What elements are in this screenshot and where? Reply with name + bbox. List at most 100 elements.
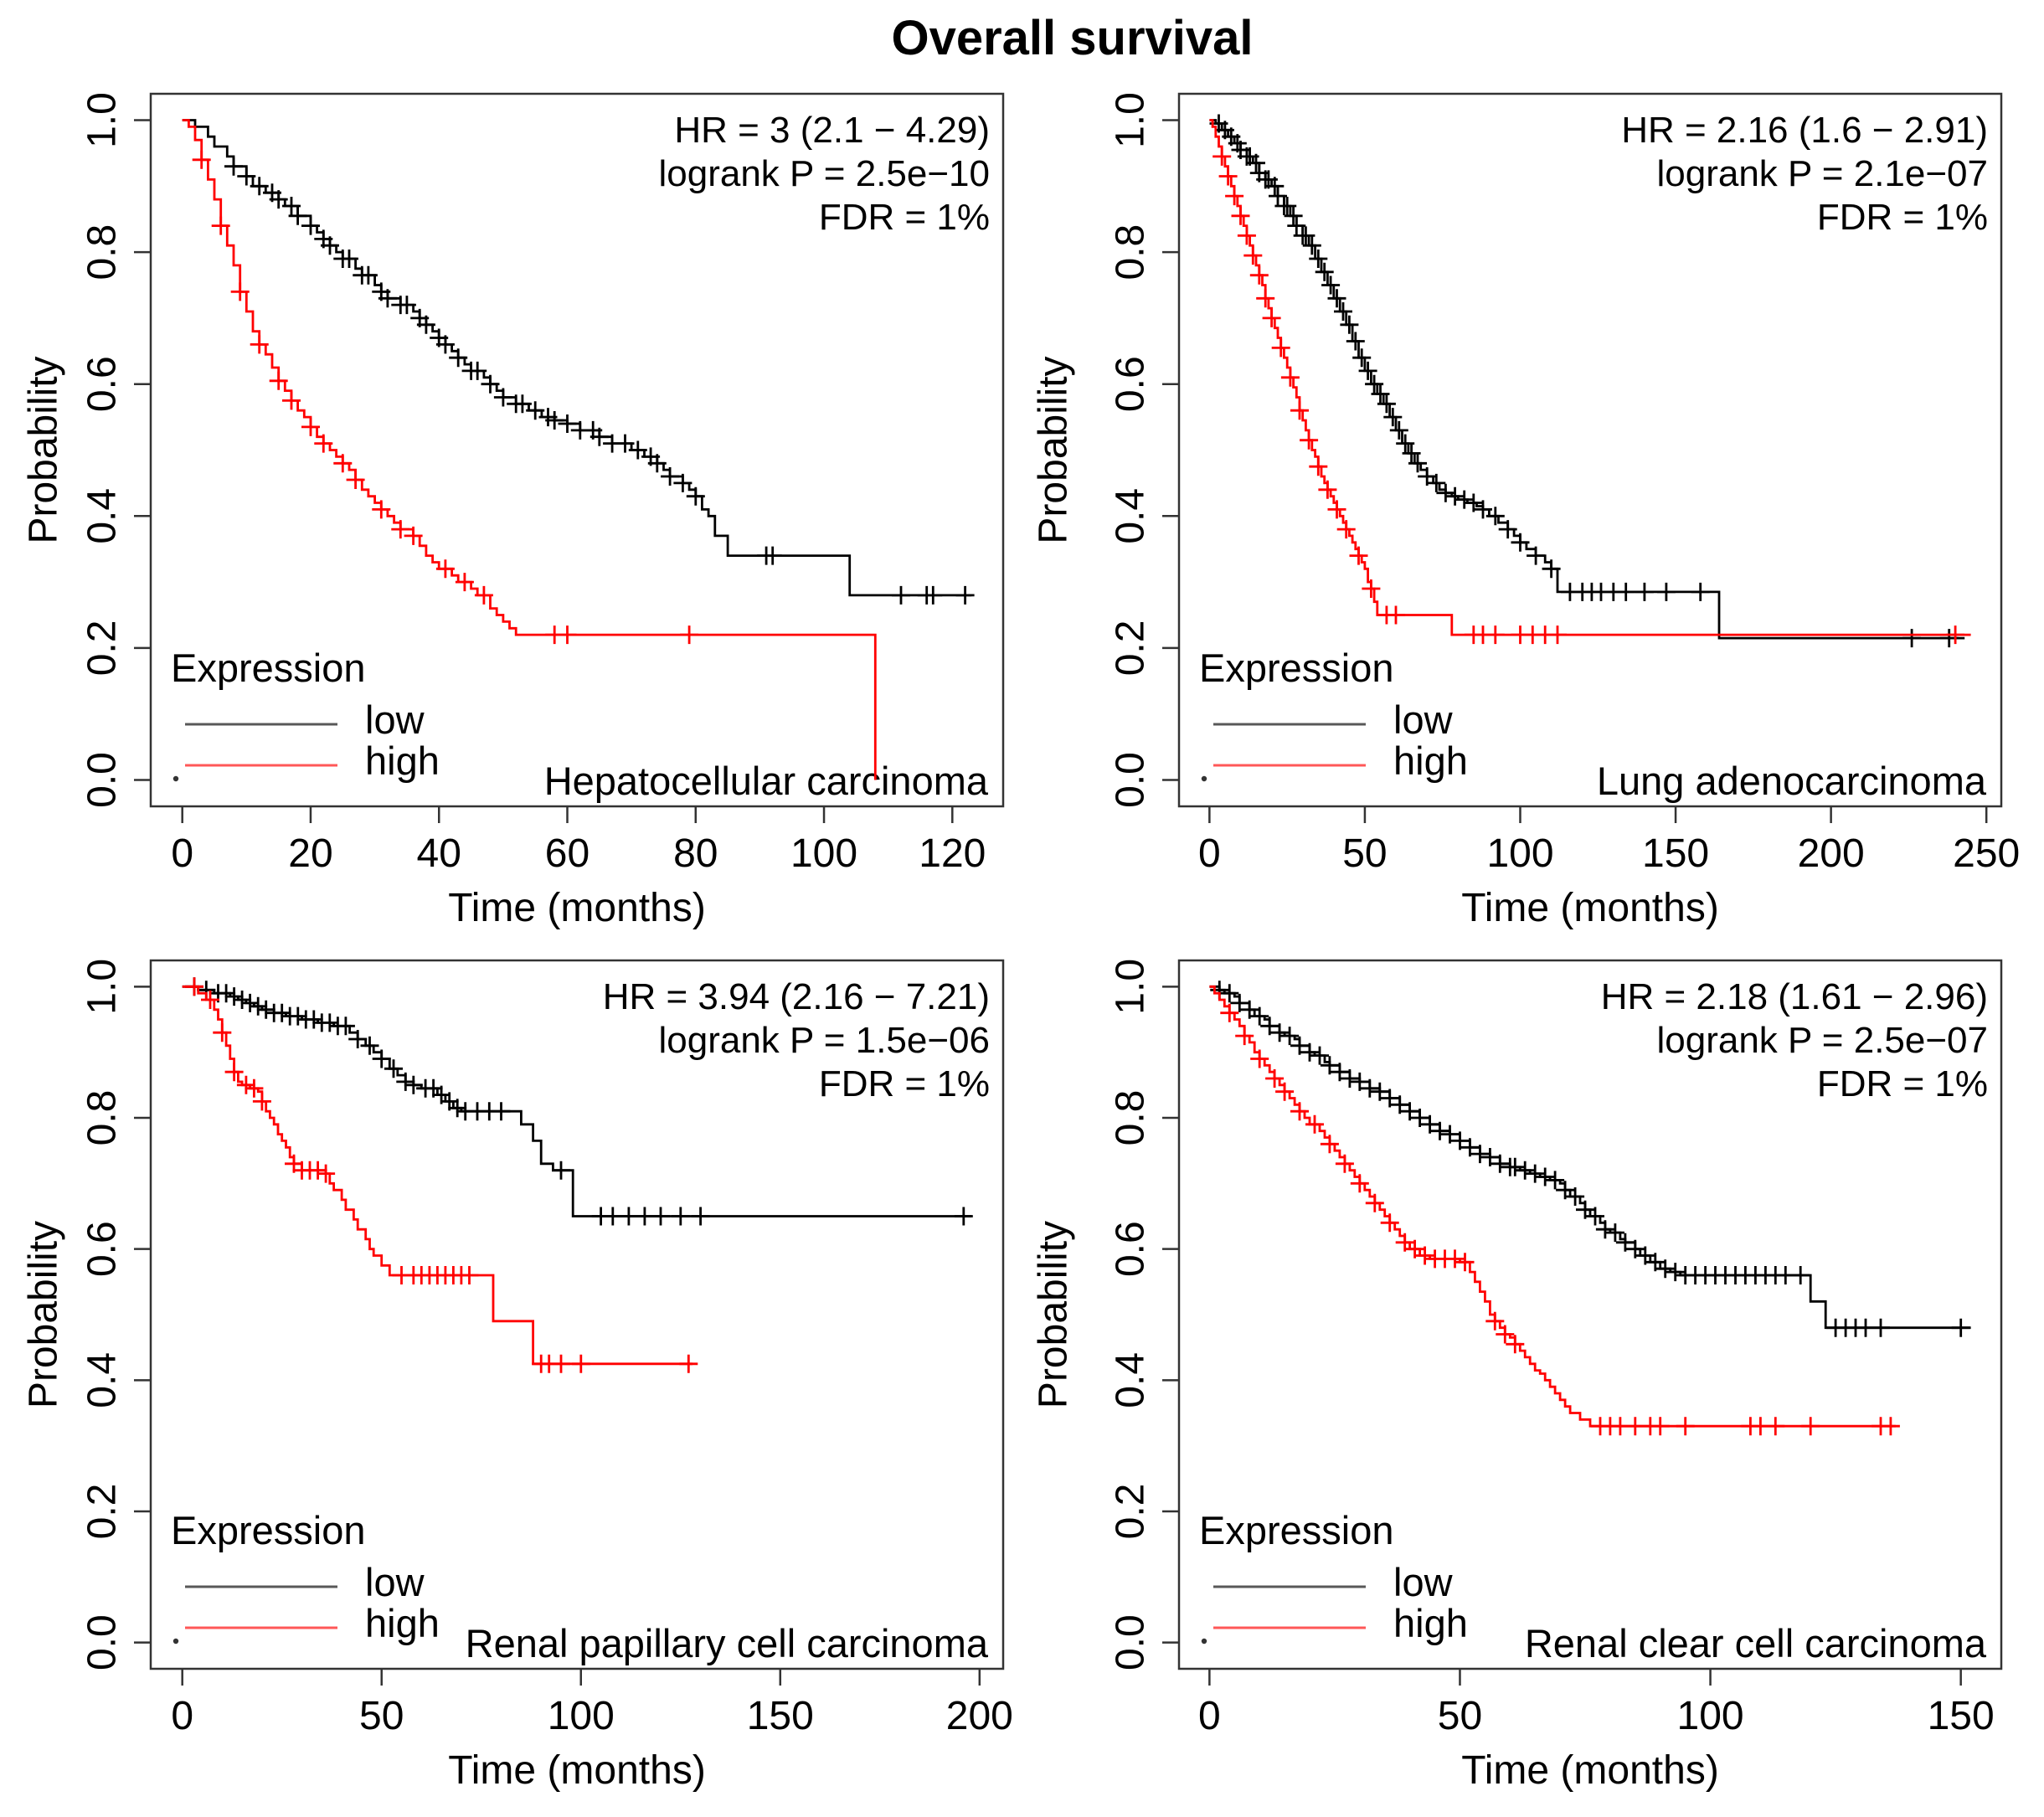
legend-dot <box>172 1638 179 1645</box>
legend-dot <box>1201 775 1207 782</box>
y-tick-label: 0.2 <box>1109 620 1153 677</box>
x-tick-label: 100 <box>790 831 857 876</box>
y-axis-title: Probability <box>1032 1221 1076 1408</box>
y-tick-label: 0.0 <box>1109 752 1153 808</box>
x-tick-label: 50 <box>359 1694 404 1738</box>
x-axis-title: Time (months) <box>448 886 706 930</box>
legend-label-high: high <box>1393 1601 1468 1645</box>
legend-label-high: high <box>365 1601 440 1645</box>
y-tick-label: 0.4 <box>1109 1352 1153 1408</box>
y-tick-label: 0.4 <box>80 488 125 544</box>
x-tick-label: 0 <box>171 1694 193 1738</box>
x-tick-label: 100 <box>1486 831 1553 876</box>
y-axis-title: Probability <box>22 356 66 543</box>
legend-title: Expression <box>1199 646 1394 690</box>
x-tick-label: 250 <box>1953 831 2020 876</box>
plot-frame <box>1177 959 2003 1670</box>
stat-hr: HR = 3 (2.1 − 4.29) <box>674 110 990 151</box>
x-tick-label: 0 <box>1198 1694 1221 1738</box>
cancer-type-label: Lung adenocarcinoma <box>1597 759 1987 803</box>
censor-marks-high <box>192 150 699 645</box>
x-tick-label: 150 <box>1642 831 1709 876</box>
figure-title: Overall survival <box>891 11 1254 65</box>
legend-title: Expression <box>171 1508 366 1552</box>
legend-dot <box>172 775 179 782</box>
legend-label-low: low <box>1393 697 1454 742</box>
censor-marks-high <box>1220 1003 1900 1436</box>
censor-marks-low <box>1210 981 1970 1337</box>
y-axis-title: Probability <box>1032 356 1076 543</box>
km-panel-renal-papillary-cell-carcinoma: 0 50 100 150 200 0.0 0.2 0.4 0.6 0.8 1.0 Time (mont… <box>22 959 1013 1793</box>
stat-fdr: FDR = 1% <box>819 197 990 238</box>
legend-dot <box>1201 1638 1207 1645</box>
y-tick-label: 0.0 <box>80 752 125 808</box>
x-tick-label: 200 <box>946 1694 1013 1738</box>
curve-high <box>1209 119 1971 636</box>
x-axis-title: Time (months) <box>448 1748 706 1793</box>
x-tick-label: 120 <box>919 831 986 876</box>
km-panel-hepatocellular-carcinoma: 0 20 40 60 80 100 120 0.0 0.2 0.4 0.6 0.8 1.0 Time (m… <box>22 92 1005 930</box>
y-tick-label: 1.0 <box>1109 959 1153 1015</box>
y-tick-label: 0.8 <box>80 1090 125 1146</box>
x-tick-label: 200 <box>1798 831 1865 876</box>
x-tick-label: 80 <box>673 831 718 876</box>
y-tick-label: 0.8 <box>1109 1090 1153 1146</box>
legend-label-low: low <box>365 697 425 742</box>
y-tick-label: 0.2 <box>80 1484 125 1540</box>
x-axis-title: Time (months) <box>1461 886 1719 930</box>
stat-logrank: logrank P = 2.5e−10 <box>658 153 990 194</box>
y-tick-label: 0.8 <box>80 224 125 281</box>
cancer-type-label: Hepatocellular carcinoma <box>544 759 989 803</box>
curve-high <box>182 985 693 1366</box>
stat-fdr: FDR = 1% <box>1817 1063 1988 1104</box>
x-tick-label: 60 <box>545 831 590 876</box>
x-tick-label: 50 <box>1438 1694 1482 1738</box>
stat-logrank: logrank P = 2.5e−07 <box>1656 1020 1988 1061</box>
censor-marks-low <box>1209 114 1959 648</box>
x-axis-title: Time (months) <box>1461 1748 1719 1793</box>
stat-hr: HR = 2.16 (1.6 − 2.91) <box>1621 110 1988 151</box>
y-tick-label: 1.0 <box>1109 92 1153 148</box>
legend-title: Expression <box>171 646 366 690</box>
legend-label-high: high <box>1393 739 1468 783</box>
legend-title: Expression <box>1199 1508 1394 1552</box>
plot-frame <box>1177 92 2003 808</box>
y-axis-title: Probability <box>22 1221 66 1408</box>
cancer-type-label: Renal papillary cell carcinoma <box>466 1621 989 1665</box>
x-tick-label: 50 <box>1342 831 1387 876</box>
curve-high <box>1209 985 1896 1428</box>
y-tick-label: 1.0 <box>80 92 125 148</box>
censor-marks-high <box>185 977 698 1373</box>
x-tick-label: 150 <box>1928 1694 1995 1738</box>
censor-marks-high <box>1212 147 1965 645</box>
stat-hr: HR = 2.18 (1.61 − 2.96) <box>1601 976 1988 1017</box>
y-tick-label: 0.6 <box>80 356 125 412</box>
stat-fdr: FDR = 1% <box>1817 197 1988 238</box>
y-tick-label: 0.6 <box>1109 356 1153 412</box>
plot-frame <box>149 92 1005 808</box>
x-tick-label: 0 <box>1198 831 1221 876</box>
y-tick-label: 0.2 <box>80 620 125 677</box>
stat-logrank: logrank P = 1.5e−06 <box>658 1020 990 1061</box>
cancer-type-label: Renal clear cell carcinoma <box>1525 1621 1987 1665</box>
y-tick-label: 0.6 <box>1109 1221 1153 1277</box>
x-tick-label: 0 <box>171 831 193 876</box>
legend-label-high: high <box>365 739 440 783</box>
y-tick-label: 0.0 <box>80 1614 125 1670</box>
x-tick-label: 100 <box>548 1694 615 1738</box>
y-tick-label: 0.0 <box>1109 1614 1153 1670</box>
stat-hr: HR = 3.94 (2.16 − 7.21) <box>603 976 990 1017</box>
stat-logrank: logrank P = 2.1e−07 <box>1656 153 1988 194</box>
x-tick-label: 20 <box>288 831 332 876</box>
stat-fdr: FDR = 1% <box>819 1063 990 1104</box>
y-tick-label: 0.6 <box>80 1221 125 1277</box>
legend-label-low: low <box>1393 1560 1454 1604</box>
x-tick-label: 100 <box>1677 1694 1744 1738</box>
y-tick-label: 0.4 <box>1109 488 1153 544</box>
plot-frame <box>149 959 1005 1670</box>
y-tick-label: 0.2 <box>1109 1484 1153 1540</box>
x-tick-label: 40 <box>417 831 461 876</box>
y-tick-label: 0.8 <box>1109 224 1153 281</box>
x-tick-label: 150 <box>747 1694 814 1738</box>
